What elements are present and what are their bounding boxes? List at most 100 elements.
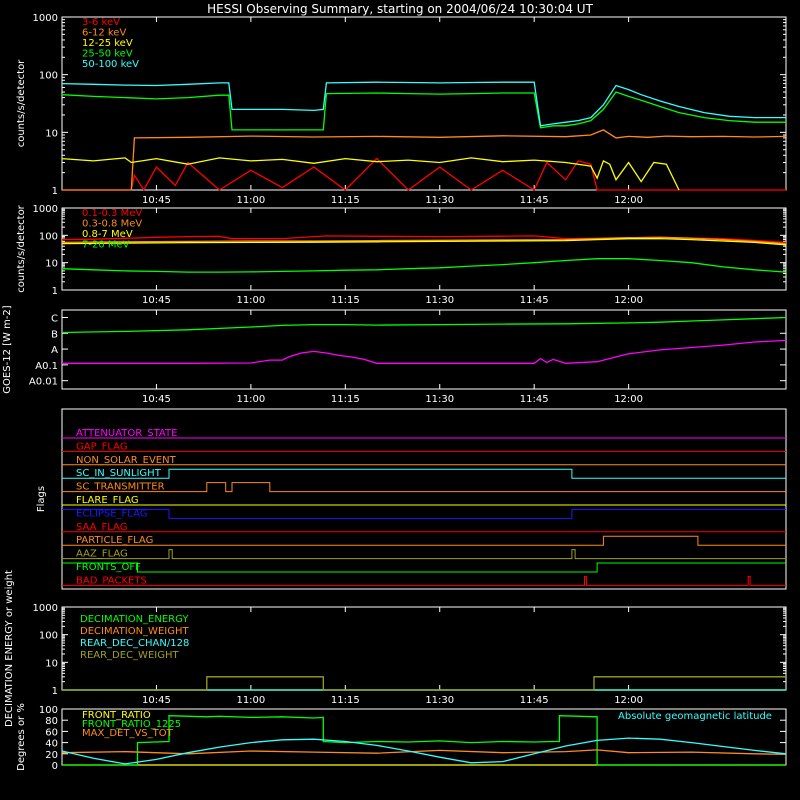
series-line [61,237,787,246]
series-line [61,157,680,191]
flag-label: SAA_FLAG [76,522,127,533]
y-tick-label: B [51,329,58,340]
legend-entry: 25-50 keV [82,49,133,60]
x-tick-label: 11:45 [520,695,549,706]
flag-line [62,468,786,479]
flag-label: SC_IN_SUNLIGHT [76,468,162,479]
chart-panel2: 1 10 100 1000 10:45 11:00 11:15 11:30 11:45 12:00… [16,204,787,306]
y-tick-label: A [51,345,58,356]
y-tick-label: 100 [39,631,58,642]
plot-frame [61,207,787,291]
y-axis-label: GOES-12 [W m-2] [2,305,13,393]
y-axis-label: counts/s/detector [16,59,27,147]
chart-title: HESSI Observing Summary, starting on 200… [207,2,593,16]
plot-frame [61,408,787,590]
series-line [62,676,786,691]
x-tick-label: 12:00 [614,394,643,405]
y-tick-label: A0.01 [29,377,58,388]
x-tick-label: 11:45 [520,195,549,206]
annotation-label: Absolute geomagnetic latitude [618,711,772,722]
legend-entry: 50-100 keV [82,59,139,70]
x-tick-label: 11:45 [520,394,549,405]
flag-line [62,482,786,493]
legend-entry: DECIMATION_ENERGY [80,614,189,625]
series-line [61,81,786,127]
flag-label: AAZ_FLAG [76,549,128,560]
legend-entry: 7-20 MeV [82,240,130,251]
series-line [61,316,787,334]
flag-line [62,562,786,573]
flag-label: ATTENUATOR_STATE [76,428,177,439]
y-tick-label: 10 [45,128,58,139]
y-tick-label: 10 [45,259,58,270]
flag-line [62,575,786,586]
chart-panel5: 1 10 100 1000 10:45 11:00 11:15 11:30 11:45 12:00… [4,570,787,727]
y-tick-label: 1 [52,186,58,197]
y-tick-label: 0 [52,761,58,772]
x-tick-label: 12:00 [614,195,643,206]
x-tick-label: 11:00 [236,295,265,306]
legend-entry: FRONT_RATIO_1225 [82,719,181,730]
legend-entry: 0.1-0.3 MeV [82,208,142,219]
x-tick-label: 11:30 [425,295,454,306]
legend-entry: 0.8-7 MeV [82,229,133,240]
x-tick-label: 11:00 [236,195,265,206]
flag-line [62,549,786,560]
y-tick-label: 1000 [33,603,58,614]
x-tick-label: 11:00 [236,394,265,405]
flag-label: BAD_PACKETS [76,575,147,586]
flag-label: SC_TRANSMITTER [76,482,165,493]
y-tick-label: 100 [39,705,58,716]
legend-entry: 0.3-0.8 MeV [82,219,142,230]
x-tick-label: 11:15 [331,295,360,306]
chart-panel1: 1 10 100 1000 10:45 11:00 11:15 11:30 11:45 12:00… [16,13,787,206]
x-tick-label: 11:00 [236,695,265,706]
x-tick-label: 11:15 [331,695,360,706]
y-tick-label: C [51,313,58,324]
legend-entry: FRONT_RATIO [82,710,151,721]
series-line [61,749,787,756]
flag-label: GAP_FLAG [76,441,128,452]
y-tick-label: 100 [39,71,58,82]
series-line [61,737,787,765]
x-tick-label: 10:45 [142,695,171,706]
series-line [61,258,787,273]
y-tick-label: 1 [52,686,58,697]
legend-entry: MAX_DET_VS_TOT [82,728,174,739]
series-line [61,236,787,245]
y-tick-label: 1000 [33,13,58,24]
series-line [62,715,786,766]
flag-label: FLARE_FLAG [76,495,139,506]
plot-frame [61,16,787,191]
legend-entry: REAR_DEC_CHAN/128 [80,638,189,649]
y-tick-label: 1000 [33,204,58,215]
y-tick-label: 100 [39,231,58,242]
x-tick-label: 12:00 [614,695,643,706]
x-tick-label: 11:30 [425,394,454,405]
y-tick-label: 1 [52,286,58,297]
legend-entry: 12-25 keV [82,38,133,49]
x-tick-label: 10:45 [142,195,171,206]
x-tick-label: 11:30 [425,695,454,706]
x-tick-label: 11:45 [520,295,549,306]
y-tick-label: 20 [45,750,58,761]
x-tick-label: 11:15 [331,394,360,405]
legend-entry: 6-12 keV [82,28,126,39]
legend-entry: REAR_DEC_WEIGHT [80,650,179,661]
series-line [62,157,786,192]
chart-panel4: ATTENUATOR_STATE GAP_FLAG NON_SOLAR_EVENT S… [36,408,787,590]
x-tick-label: 12:00 [614,295,643,306]
chart-panel3: A0.01 A0.1 ABC 10:45 11:00 11:15 11:30 11:45 12:… [2,305,787,405]
legend-entry: 3-6 keV [82,17,120,28]
series-line [62,129,787,191]
series-line [61,91,786,131]
flag-label: NON_SOLAR_EVENT [76,455,177,466]
y-tick-label: A0.1 [35,361,58,372]
flag-line [62,535,786,546]
y-axis-label: Degrees or % [16,703,27,771]
y-tick-label: 60 [45,727,58,738]
flag-label: PARTICLE_FLAG [76,535,153,546]
